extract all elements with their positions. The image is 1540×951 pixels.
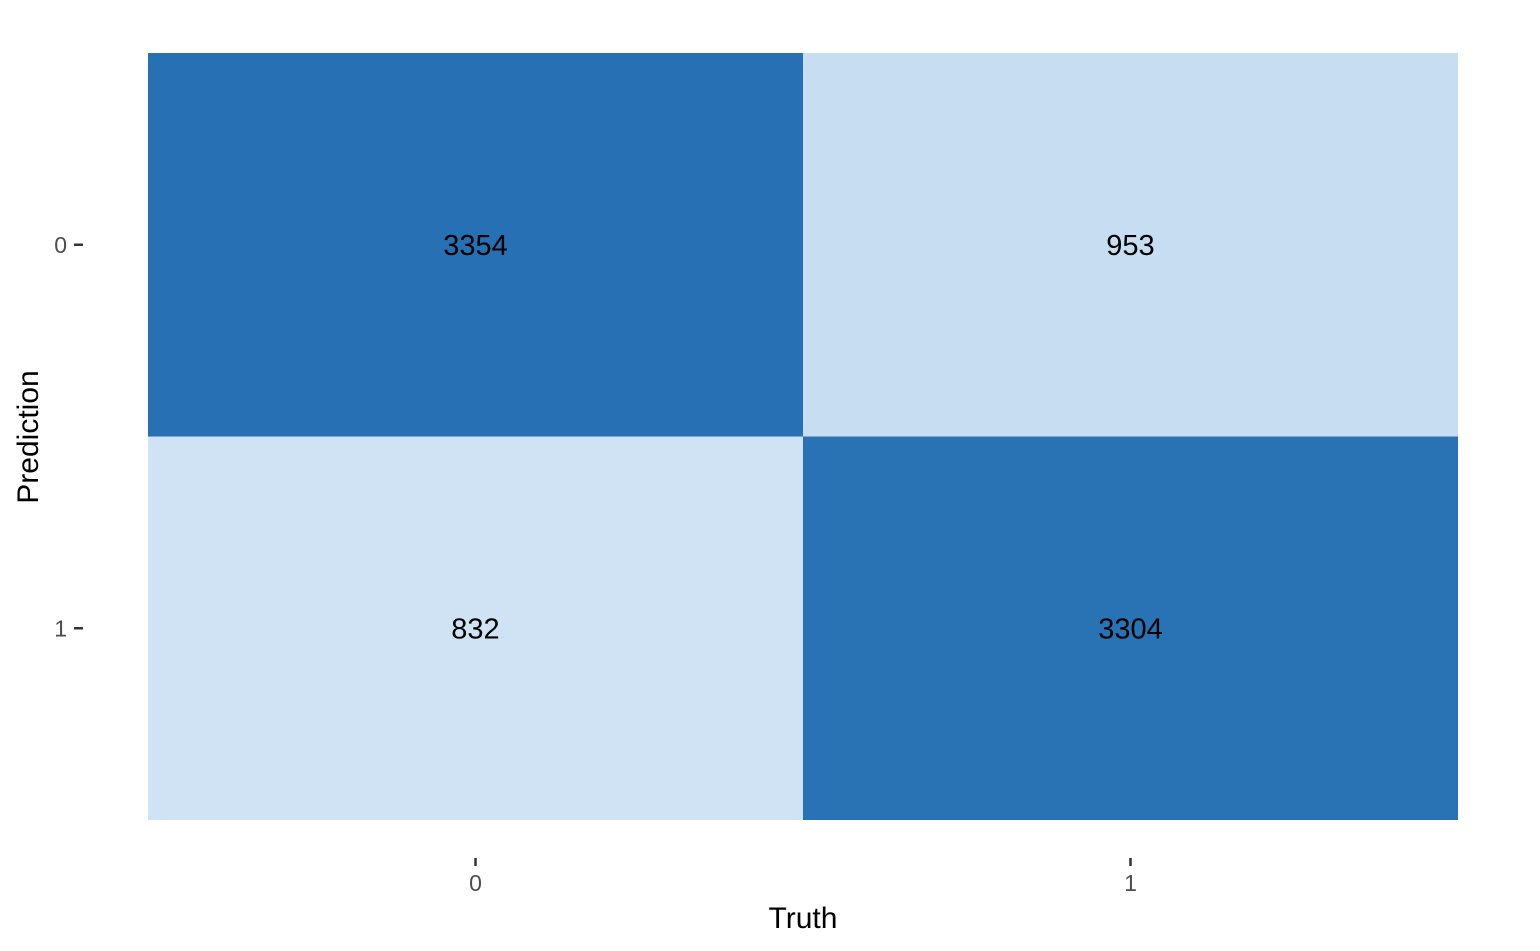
- heatmap-cell-truth-1-prediction-1: [803, 436, 1458, 820]
- heatmap-cell-labels: 3354 953 832 3304: [443, 230, 1163, 646]
- cell-value-label: 3304: [1098, 613, 1163, 645]
- heatmap-cell-truth-1-prediction-0: [803, 53, 1458, 437]
- cell-value-label: 953: [1106, 230, 1154, 262]
- y-axis-ticks: 01: [54, 232, 83, 641]
- cell-value-label: 3354: [443, 230, 508, 262]
- y-tick-label: 1: [54, 615, 67, 641]
- x-tick-label: 1: [1124, 870, 1137, 896]
- heatmap-cells: [148, 53, 1458, 820]
- x-tick-label: 0: [469, 870, 482, 896]
- y-tick-label: 0: [54, 232, 67, 258]
- y-axis-title: Prediction: [12, 370, 45, 503]
- heatmap-cell-truth-0-prediction-1: [148, 436, 803, 820]
- heatmap-cell-truth-0-prediction-0: [148, 53, 803, 437]
- cell-value-label: 832: [451, 613, 499, 645]
- x-axis-title: Truth: [769, 902, 838, 935]
